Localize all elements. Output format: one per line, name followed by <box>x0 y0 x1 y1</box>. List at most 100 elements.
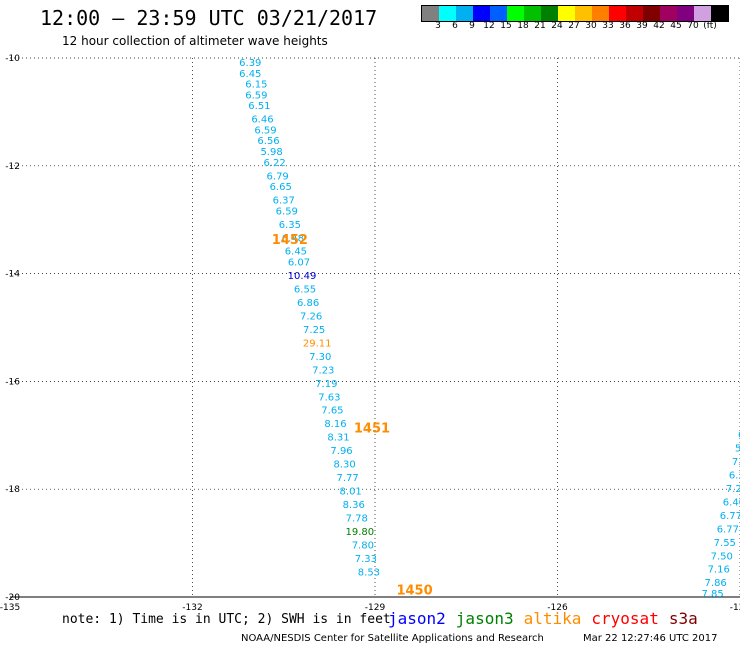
swh-value-label: 7.96 <box>330 446 352 457</box>
color-scale-cell <box>558 6 575 21</box>
legend-item-altika: altika <box>523 609 582 628</box>
legend-item-jason3: jason3 <box>455 609 514 628</box>
color-scale-label: 42 <box>653 21 665 31</box>
color-scale-label: 70 <box>687 21 699 31</box>
pass-time-labels: 1452145114501754 <box>272 233 433 598</box>
swh-value-label: 7.16 <box>708 565 730 576</box>
footer-timestamp: Mar 22 12:27:46 UTC 2017 <box>583 633 718 644</box>
y-tick-label: -10 <box>5 54 20 64</box>
swh-value-label: 6.77 <box>720 511 740 522</box>
pass-time-label: 1451 <box>354 422 390 437</box>
color-scale-cell <box>507 6 524 21</box>
color-scale-cell <box>524 6 541 21</box>
y-tick-label: -12 <box>5 162 20 172</box>
x-tick-label: -135 <box>0 603 20 613</box>
swh-value-label: 7.13 <box>732 457 740 468</box>
swh-value-label: 6.37 <box>273 196 295 207</box>
swh-value-label: 6.39 <box>239 58 261 69</box>
color-scale-cell <box>711 6 728 21</box>
swh-value-label: 7.63 <box>318 392 340 403</box>
color-scale-cell <box>660 6 677 21</box>
swh-value-label: 8.53 <box>358 567 380 578</box>
color-scale-cell <box>592 6 609 21</box>
swh-value-label: 5.82 <box>735 443 740 454</box>
swh-value-label: 7.77 <box>336 473 358 484</box>
color-scale-label: 33 <box>602 21 614 31</box>
swh-value-label: 29.11 <box>303 338 332 349</box>
swh-value-label: 6.46 <box>251 115 273 126</box>
swh-value-label: 7.50 <box>711 551 733 562</box>
x-tick-label: -126 <box>547 603 568 613</box>
swh-value-label: 7.25 <box>303 325 325 336</box>
swh-value-label: 6.59 <box>254 125 276 136</box>
swh-value-label: 7.78 <box>346 514 368 525</box>
swh-value-label: 7.23 <box>312 365 334 376</box>
legend-item-jason2: jason2 <box>388 609 446 628</box>
swh-value-label: 6.65 <box>270 182 292 193</box>
swh-value-label: 7.85 <box>701 589 723 600</box>
color-scale-cell <box>609 6 626 21</box>
swh-value-label: 6.39 <box>729 470 740 481</box>
legend-item-cryosat: cryosat <box>591 609 659 628</box>
color-scale-cell <box>456 6 473 21</box>
x-tick-label: -129 <box>365 603 386 613</box>
swh-value-label: 6.79 <box>267 171 289 182</box>
color-scale-cell <box>422 6 439 21</box>
color-scale-label: (ft) <box>703 21 717 31</box>
swh-value-label: 6.86 <box>297 298 319 309</box>
swh-value-label: 6.59 <box>245 90 267 101</box>
map-subtitle: 12 hour collection of altimeter wave hei… <box>62 34 328 48</box>
color-scale-cell <box>541 6 558 21</box>
swh-value-label: 7.65 <box>321 406 343 417</box>
color-scale-label: 6 <box>452 21 458 31</box>
swh-value-label: 10.49 <box>288 271 317 282</box>
color-scale-cell <box>643 6 660 21</box>
color-scale-label: 24 <box>551 21 563 31</box>
color-scale-cell <box>490 6 507 21</box>
swh-value-label: 6.45 <box>285 247 307 258</box>
grid-lines <box>10 57 740 598</box>
swh-value-label: 8.01 <box>340 487 362 498</box>
swh-value-label: 5.98 <box>260 147 282 158</box>
color-scale-bar <box>421 5 729 22</box>
swh-value-label: 6.77 <box>717 524 739 535</box>
x-tick-label: -123 <box>730 603 740 613</box>
y-tick-label: -18 <box>5 485 20 495</box>
swh-value-label: 7.33 <box>355 554 377 565</box>
color-scale-label: 39 <box>636 21 648 31</box>
map-title: 12:00 — 23:59 UTC 03/21/2017 <box>40 6 378 30</box>
y-tick-label: -16 <box>5 377 20 387</box>
y-tick-label: -20 <box>5 593 20 603</box>
y-tick-label: -14 <box>5 270 20 280</box>
swh-value-label: 7.26 <box>300 311 322 322</box>
color-scale-cell <box>694 6 711 21</box>
swh-value-label: 6.22 <box>263 158 285 169</box>
color-scale-label: 3 <box>435 21 441 31</box>
swh-value-label: 6.35 <box>279 220 301 231</box>
swh-value-label: 6.55 <box>294 284 316 295</box>
color-scale-cell <box>439 6 456 21</box>
color-scale-label: 12 <box>483 21 495 31</box>
color-scale-label: 45 <box>670 21 682 31</box>
swh-values: 6.396.456.156.596.516.466.596.565.986.22… <box>239 58 740 600</box>
color-scale-cell <box>626 6 643 21</box>
swh-value-label: 6.07 <box>288 258 310 269</box>
footer-agency: NOAA/NESDIS Center for Satellite Applica… <box>241 633 544 644</box>
swh-value-label: 7.19 <box>315 379 337 390</box>
swh-value-label: 19.80 <box>345 527 374 538</box>
color-scale-cell <box>677 6 694 21</box>
swh-value-label: 7.55 <box>714 538 736 549</box>
x-tick-label: -132 <box>182 603 202 613</box>
swh-value-label: 6.48 <box>282 233 304 244</box>
swh-value-label: 6.56 <box>257 136 279 147</box>
units-note: note: 1) Time is in UTC; 2) SWH is in fe… <box>62 612 391 627</box>
color-scale-cell <box>575 6 592 21</box>
swh-value-label: 7.80 <box>352 540 374 551</box>
color-scale-label: 36 <box>619 21 631 31</box>
color-scale-cell <box>473 6 490 21</box>
color-scale-label: 9 <box>469 21 475 31</box>
satellite-legend: jason2 jason3 altika cryosat s3a <box>388 609 708 628</box>
swh-value-label: 6.15 <box>245 80 267 91</box>
pass-time-label: 1452 <box>272 233 308 248</box>
